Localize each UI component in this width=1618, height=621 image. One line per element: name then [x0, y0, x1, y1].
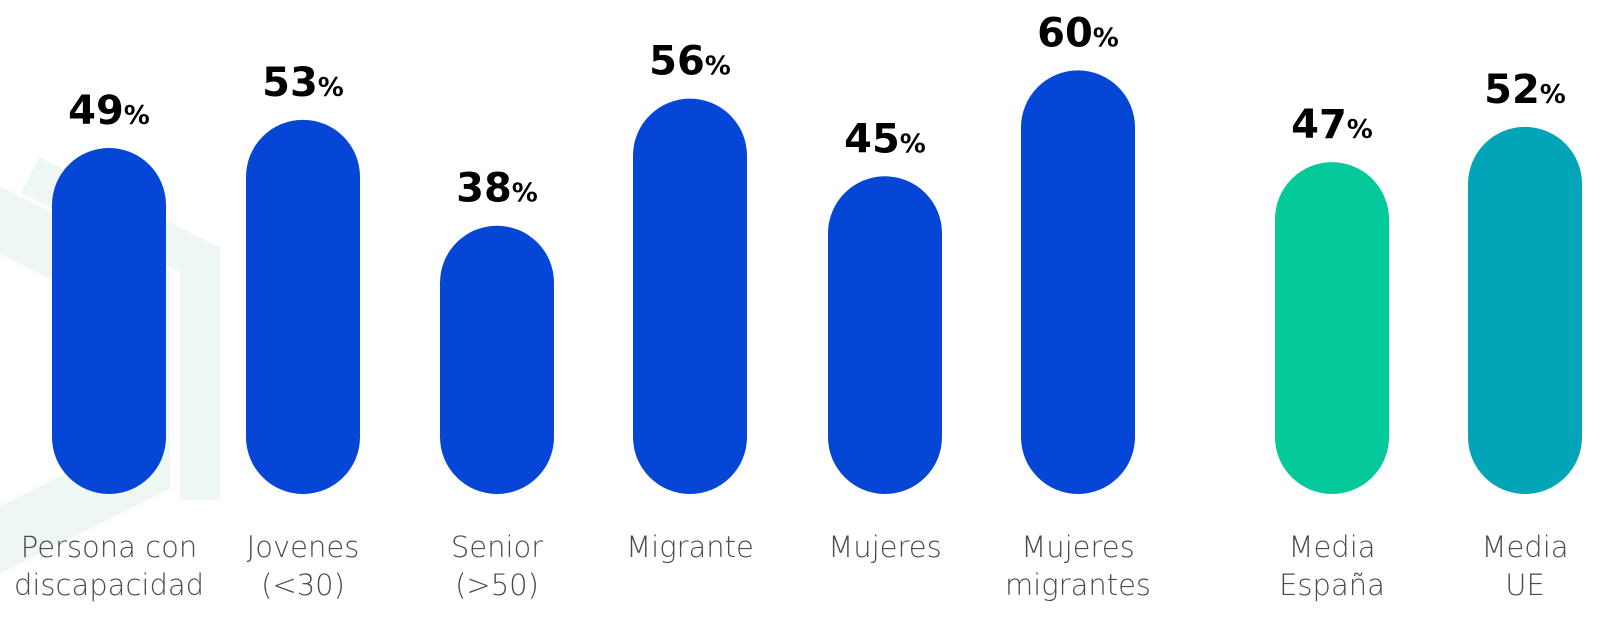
category-label-line: UE — [1505, 568, 1545, 602]
category-label: Jovenes (<30) — [247, 530, 360, 602]
data-label: 38% — [456, 166, 538, 212]
category-label: Migrante — [626, 530, 754, 564]
data-label: 56% — [649, 39, 731, 85]
bar — [1021, 70, 1135, 495]
data-label-percent-sign: % — [705, 52, 731, 82]
category-label-line: (<30) — [261, 568, 345, 602]
category-label: Senior (>50) — [451, 530, 543, 602]
data-label-percent-sign: % — [1540, 80, 1566, 110]
data-label-value: 49 — [68, 88, 124, 134]
data-label-percent-sign: % — [512, 179, 538, 209]
data-label-value: 45 — [844, 116, 900, 162]
category-labels-layer: Persona con discapacidad Jovenes (<30) Senio… — [14, 530, 1569, 602]
category-label: Media España — [1279, 530, 1385, 602]
category-label-line: España — [1279, 568, 1385, 602]
data-label: 49% — [68, 88, 150, 134]
category-label-line: Media — [1288, 530, 1375, 564]
bar — [633, 98, 747, 494]
category-label-line: Migrante — [626, 530, 754, 564]
category-label: Mujeres — [828, 530, 942, 564]
data-label-value: 53 — [262, 60, 318, 106]
category-label-line: Mujeres — [1021, 530, 1135, 564]
category-label-line: Media — [1481, 530, 1568, 564]
category-label: Media UE — [1481, 530, 1568, 602]
data-label-value: 56 — [649, 39, 705, 85]
category-label-line: Persona con — [21, 530, 198, 564]
data-label-percent-sign: % — [124, 101, 150, 131]
bar — [440, 225, 554, 494]
bar — [246, 119, 360, 494]
data-label-value: 47 — [1291, 102, 1347, 148]
category-label-line: Mujeres — [828, 530, 942, 564]
bar — [1275, 162, 1389, 494]
data-label-value: 60 — [1037, 10, 1093, 56]
data-label: 47% — [1291, 102, 1373, 148]
data-label-value: 38 — [456, 166, 512, 212]
bar — [52, 148, 166, 494]
category-label-line: (>50) — [455, 568, 539, 602]
value-labels-layer: 49%53%38%56%45%60%47%52% — [68, 10, 1566, 211]
bars-layer — [52, 70, 1582, 495]
data-label: 53% — [262, 60, 344, 106]
category-label: Mujeres migrantes — [1005, 530, 1151, 602]
data-label: 52% — [1484, 67, 1566, 113]
category-label: Persona con discapacidad — [14, 530, 204, 602]
data-label-percent-sign: % — [1093, 23, 1119, 53]
data-label: 60% — [1037, 10, 1119, 56]
bar — [1468, 126, 1582, 494]
data-label-percent-sign: % — [1347, 115, 1373, 145]
data-label-percent-sign: % — [318, 73, 344, 103]
data-label: 45% — [844, 116, 926, 162]
category-label-line: migrantes — [1005, 568, 1151, 602]
bar — [828, 176, 942, 495]
data-label-percent-sign: % — [900, 129, 926, 159]
category-label-line: Senior — [451, 530, 543, 564]
data-label-value: 52 — [1484, 67, 1540, 113]
category-label-line: discapacidad — [14, 568, 204, 602]
category-label-line: Jovenes — [247, 530, 360, 564]
